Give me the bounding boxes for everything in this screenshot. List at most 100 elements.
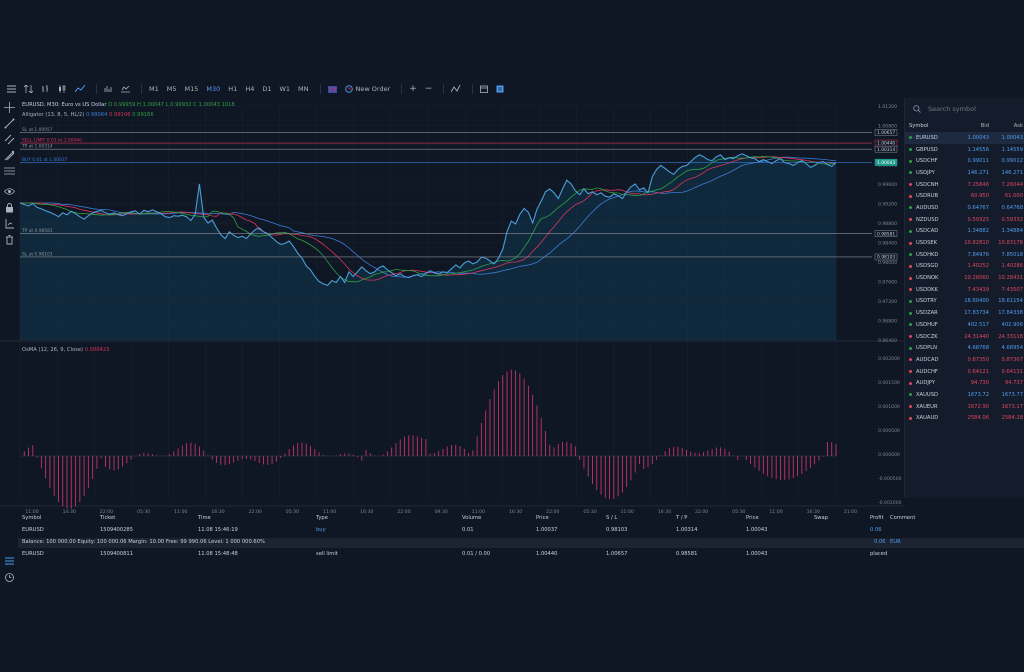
order-cell: placed <box>870 551 888 557</box>
order-cell: 0.01 / 0.00 <box>462 551 491 557</box>
table-row[interactable]: EURUSD 1509400811 11.08 15:48:48 sell limit… <box>18 550 1024 560</box>
toolbar-divider <box>401 84 403 94</box>
time-tick-label: 05:30 <box>137 509 150 515</box>
calendar-icon[interactable] <box>478 82 490 96</box>
grid-icon[interactable] <box>102 82 115 96</box>
bid-price: 10.28060 <box>964 275 989 282</box>
symbol-row-xauusd[interactable]: XAUUSD 1673.72 1673.77 <box>905 389 1024 401</box>
timeframe-w1-button[interactable]: W1 <box>279 85 291 93</box>
alligator-legend: Alligator (13, 8, 5, HL/2) 0.99064 0.991… <box>22 112 154 118</box>
symbol-row-nzdusd[interactable]: NZDUSD 0.59325 0.59332 <box>905 214 1024 226</box>
history-icon[interactable] <box>4 572 15 583</box>
symbol-row-usdjpy[interactable]: USDJPY 146.271 146.271 <box>905 167 1024 179</box>
eye-icon[interactable] <box>4 186 15 197</box>
symbol-row-eurusd[interactable]: EURUSD 1.00043 1.00043 <box>905 132 1024 144</box>
bar-chart-icon[interactable] <box>39 82 52 96</box>
symbol-row-audchf[interactable]: AUDCHF 0.64121 0.64131 <box>905 366 1024 378</box>
price-chart[interactable]: 1.012001.008001.004001.000000.996000.992… <box>0 98 904 518</box>
symbol-row-gbpusd[interactable]: GBPUSD 1.14556 1.14559 <box>905 144 1024 156</box>
timeframe-h4-button[interactable]: H4 <box>245 85 255 93</box>
symbol-label: AUDUSD <box>916 204 939 211</box>
pitchfork-icon[interactable] <box>4 150 15 161</box>
symbol-name: USDHUF <box>905 322 955 328</box>
table-row[interactable]: EURUSD 1509400285 11.08 15:46:19 buy 0.01 1.0… <box>18 526 1024 536</box>
symbol-row-xaueur[interactable]: XAUEUR 1672.90 1673.17 <box>905 401 1024 413</box>
line-chart-icon[interactable] <box>73 82 87 96</box>
bid-price: 60.950 <box>970 193 989 200</box>
alligator-line <box>20 156 837 283</box>
bid-price: 146.271 <box>967 169 989 176</box>
lock-icon[interactable] <box>4 202 15 213</box>
symbol-row-usdnok[interactable]: USDNOK 10.28060 10.28431 <box>905 272 1024 284</box>
symbol-row-xauaud[interactable]: XAUAUD 2584.06 2584.28 <box>905 413 1024 425</box>
column-header: Symbol <box>22 515 42 521</box>
symbol-row-audusd[interactable]: AUDUSD 0.64767 0.64768 <box>905 202 1024 214</box>
time-tick-label: 11:00 <box>174 509 187 515</box>
symbol-row-usdcnh[interactable]: USDCNH 7.25846 7.26044 <box>905 179 1024 191</box>
fibonacci-icon[interactable] <box>4 166 15 177</box>
symbol-label: USDPLN <box>916 345 937 352</box>
timeframe-mn-button[interactable]: MN <box>298 85 309 93</box>
timeframe-d1-button[interactable]: D1 <box>262 85 272 93</box>
measure-icon[interactable] <box>4 218 15 229</box>
menu-icon[interactable] <box>5 82 18 96</box>
timeframe-m15-button[interactable]: M15 <box>184 85 199 93</box>
chart-shift-icon[interactable] <box>119 82 132 96</box>
current-price-label: 1.00043 <box>877 160 895 166</box>
symbol-row-usdzar[interactable]: USDZAR 17.83734 17.84338 <box>905 307 1024 319</box>
crosshair-icon[interactable] <box>4 102 15 113</box>
symbol-row-usdchf[interactable]: USDCHF 0.99011 0.99012 <box>905 155 1024 167</box>
price-tick-label: 0.97600 <box>878 280 897 286</box>
order-level-label: SL at 1.00057 <box>22 127 53 133</box>
new-order-button[interactable]: New Order <box>343 82 393 96</box>
symbol-row-usdhkd[interactable]: USDHKD 7.84976 7.85018 <box>905 249 1024 261</box>
templates-icon[interactable] <box>494 82 506 96</box>
order-cell: EURUSD <box>22 527 44 533</box>
list-icon[interactable] <box>4 556 15 567</box>
symbol-row-usdcad[interactable]: USDCAD 1.34882 1.34884 <box>905 226 1024 238</box>
symbol-row-audjpy[interactable]: AUDJPY 94.730 94.737 <box>905 377 1024 389</box>
symbol-label: XAUAUD <box>916 415 939 422</box>
alligator-label: Alligator (13, 8, 5, HL/2) <box>22 112 85 118</box>
symbol-row-audcad[interactable]: AUDCAD 0.87350 0.87367 <box>905 354 1024 366</box>
zoom-out-button[interactable]: − <box>424 84 433 94</box>
flag-eu-icon[interactable] <box>326 82 339 96</box>
order-cell: 1509400811 <box>100 551 134 557</box>
indicators-icon[interactable] <box>449 82 463 96</box>
symbol-row-usddkk[interactable]: USDDKK 7.43439 7.43507 <box>905 284 1024 296</box>
trash-icon[interactable] <box>4 234 15 245</box>
market-watch-header: Symbol Bid Ask <box>905 120 1024 132</box>
symbol-row-usdrub[interactable]: USDRUB 60.950 61.000 <box>905 190 1024 202</box>
symbol-label: USDCAD <box>916 228 939 235</box>
trend-line-icon[interactable] <box>4 118 15 129</box>
ask-price: 61.000 <box>1004 193 1023 200</box>
timeframe-h1-button[interactable]: H1 <box>228 85 238 93</box>
bid-price: 17.83734 <box>964 310 989 317</box>
symbol-row-usdsek[interactable]: USDSEK 10.82810 10.83178 <box>905 237 1024 249</box>
bid-price: 1.14556 <box>967 146 989 153</box>
timeframe-m1-button[interactable]: M1 <box>149 85 159 93</box>
symbol-search-input[interactable] <box>926 104 1020 114</box>
channel-icon[interactable] <box>4 134 15 145</box>
symbol-row-usdczk[interactable]: USDCZK 24.31440 24.33118 <box>905 331 1024 343</box>
chart-area[interactable]: 1.012001.008001.004001.000000.996000.992… <box>0 98 904 518</box>
order-cell: EURUSD <box>22 551 44 557</box>
trend-dot-icon <box>909 370 912 374</box>
ask-price: 10.83178 <box>998 240 1023 247</box>
symbol-row-usdtry[interactable]: USDTRY 18.60400 18.61154 <box>905 296 1024 308</box>
price-tick-label: 0.98000 <box>878 260 897 266</box>
symbol-row-usdpln[interactable]: USDPLN 4.68768 4.68954 <box>905 342 1024 354</box>
timeframe-m30-button[interactable]: M30 <box>206 85 221 93</box>
symbol-row-usdhuf[interactable]: USDHUF 402.517 402.906 <box>905 319 1024 331</box>
price-tag <box>874 230 898 237</box>
ask-price: 17.84338 <box>998 310 1023 317</box>
column-header: Comment <box>890 515 916 521</box>
symbol-row-usdsgd[interactable]: USDSGD 1.40252 1.40286 <box>905 261 1024 273</box>
candlestick-icon[interactable] <box>56 82 69 96</box>
timeframe-m5-button[interactable]: M5 <box>166 85 177 93</box>
symbol-name: USDHKD <box>905 252 955 258</box>
trade-arrows-icon[interactable] <box>22 82 35 96</box>
symbol-name: GBPUSD <box>905 147 955 153</box>
osma-tick-label: 0.001000 <box>878 404 900 410</box>
zoom-in-button[interactable]: + <box>409 84 417 94</box>
